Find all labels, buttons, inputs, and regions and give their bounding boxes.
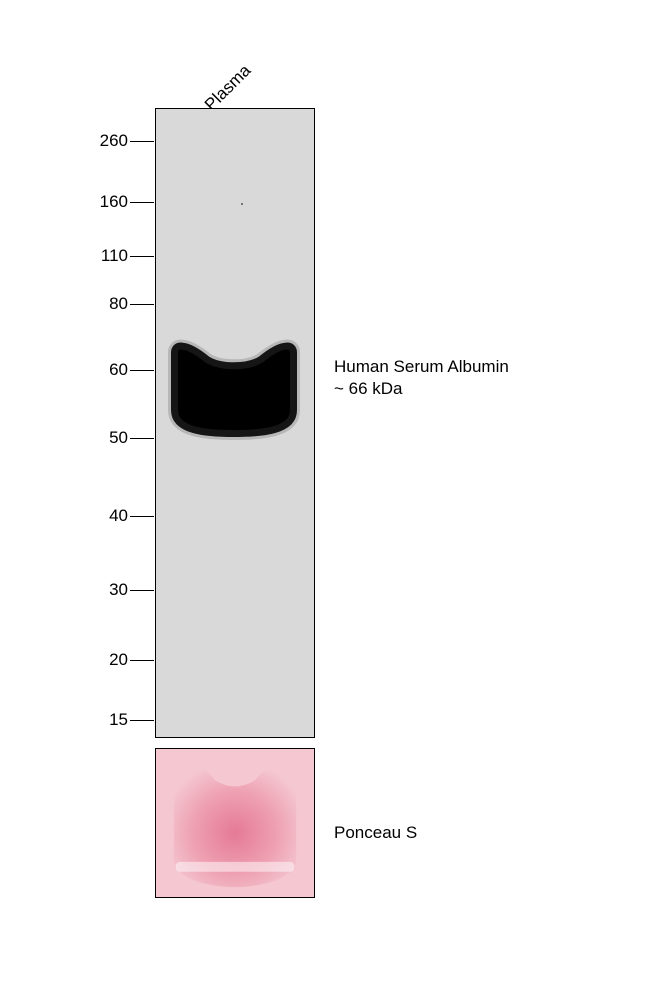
ponceau-stain: [156, 749, 314, 897]
band-annotation: Human Serum Albumin ~ 66 kDa: [334, 356, 509, 400]
mw-marker-label: 80: [109, 294, 128, 314]
mw-marker-label: 260: [100, 131, 128, 151]
mw-marker-tick: [130, 256, 154, 257]
lane-label-plasma: Plasma: [201, 61, 255, 115]
mw-marker-label: 20: [109, 650, 128, 670]
band-label-line: ~ 66 kDa: [334, 379, 403, 398]
mw-marker-tick: [130, 660, 154, 661]
mw-marker-label: 160: [100, 192, 128, 212]
band-label-line: Human Serum Albumin: [334, 357, 509, 376]
mw-marker-label: 50: [109, 428, 128, 448]
mw-marker-tick: [130, 202, 154, 203]
mw-marker-tick: [130, 516, 154, 517]
mw-marker-tick: [130, 304, 154, 305]
figure-canvas: Plasma 260 160 110 80 60 50 40 30 20 15 Human Ser…: [0, 0, 650, 981]
ponceau-panel: [155, 748, 315, 898]
mw-marker-label: 30: [109, 580, 128, 600]
western-blot-panel: [155, 108, 315, 738]
mw-marker-tick: [130, 141, 154, 142]
mw-marker-tick: [130, 370, 154, 371]
albumin-band: [169, 341, 299, 437]
mw-marker-label: 40: [109, 506, 128, 526]
ponceau-label: Ponceau S: [334, 822, 417, 844]
mw-marker-label: 110: [101, 246, 128, 266]
mw-marker-label: 60: [109, 360, 128, 380]
mw-marker-tick: [130, 720, 154, 721]
mw-marker-tick: [130, 590, 154, 591]
mw-marker-tick: [130, 438, 154, 439]
mw-marker-label: 15: [109, 710, 128, 730]
speck: [241, 203, 243, 205]
